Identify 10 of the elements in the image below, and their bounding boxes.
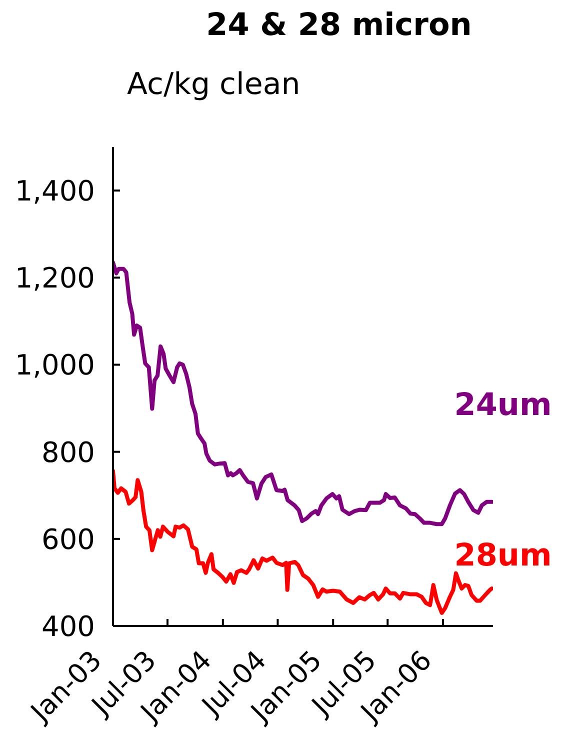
y-tick-label: 600	[42, 522, 95, 556]
y-tick-label: 400	[42, 610, 95, 642]
y-tick-label: 800	[42, 435, 95, 468]
series-label: 28um	[454, 538, 552, 574]
y-axis-title: Ac/kg clean	[127, 67, 300, 102]
y-tick-label: 1,200	[14, 261, 95, 294]
y-tick-label: 1,000	[14, 348, 95, 382]
chart-title: 24 & 28 micron	[205, 7, 473, 43]
text: 24um	[454, 386, 552, 423]
y-tick-label: 1,400	[14, 174, 95, 208]
